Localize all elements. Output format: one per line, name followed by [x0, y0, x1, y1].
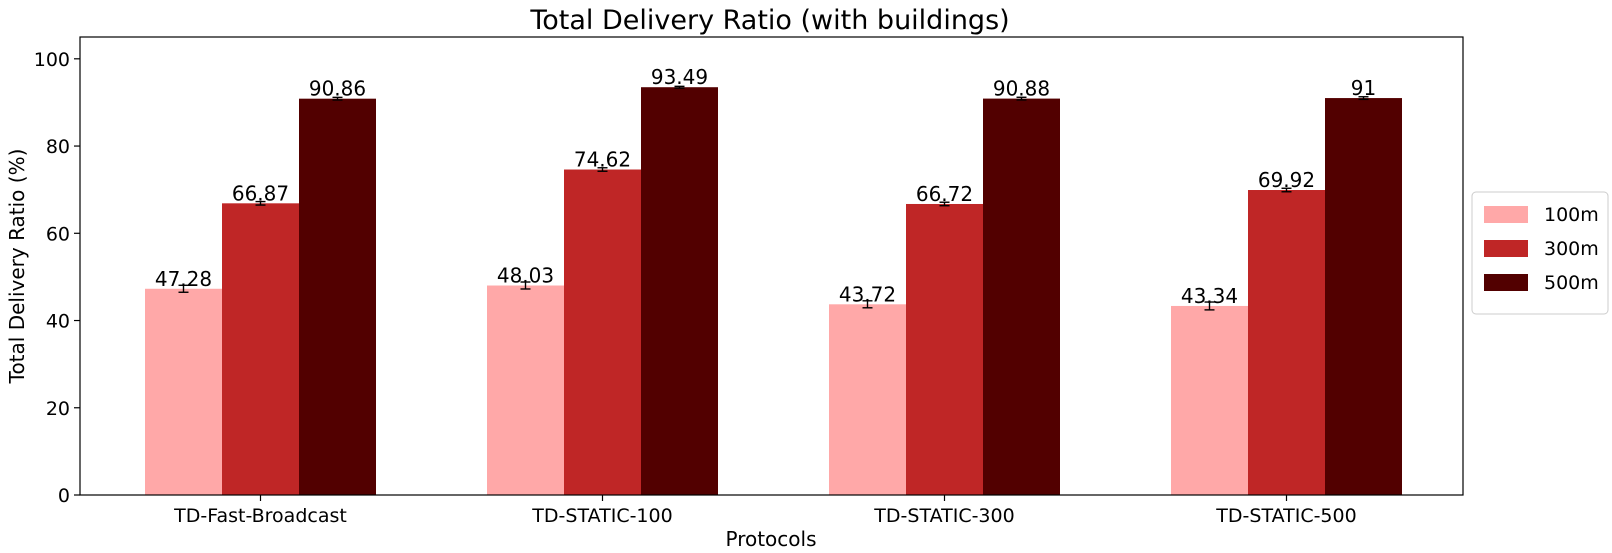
x-tick-label-1: TD-STATIC-100 — [531, 505, 672, 527]
bar-500m-0 — [299, 98, 376, 495]
error-bar-300m-1 — [597, 167, 608, 172]
value-label-500m-3: 91 — [1351, 76, 1376, 100]
y-axis: 0 20 40 60 80 100 — [34, 49, 80, 507]
error-bar-300m-3 — [1281, 187, 1292, 193]
error-bar-500m-0 — [332, 96, 343, 101]
bar-500m-2 — [983, 98, 1060, 496]
legend: 100m 300m 500m — [1471, 191, 1609, 315]
y-tick-label-100: 100 — [34, 49, 70, 71]
bar-500m-3 — [1325, 98, 1402, 496]
x-axis-title: Protocols — [725, 527, 816, 551]
value-label-100m-2: 43.72 — [839, 282, 896, 306]
bar-100m-0 — [145, 288, 222, 495]
error-bar-300m-0 — [255, 200, 266, 206]
bar-500m-1 — [641, 87, 718, 496]
value-label-100m-3: 43.34 — [1181, 284, 1238, 308]
bar-300m-0 — [222, 203, 299, 495]
value-label-300m-3: 69.92 — [1258, 168, 1315, 192]
error-bar-500m-1 — [674, 85, 685, 89]
bar-300m-1 — [564, 169, 641, 496]
value-label-100m-0: 47.28 — [155, 267, 212, 291]
value-label-300m-1: 74.62 — [574, 148, 631, 172]
y-tick-label-40: 40 — [46, 311, 70, 333]
value-label-300m-0: 66.87 — [232, 181, 289, 205]
value-label-500m-1: 93.49 — [651, 65, 708, 89]
value-label-300m-2: 66.72 — [916, 182, 973, 206]
value-label-500m-0: 90.86 — [309, 77, 366, 101]
error-bar-300m-2 — [939, 201, 950, 207]
value-label-100m-1: 48.03 — [497, 263, 554, 287]
value-labels-layer: 47.28 66.87 90.86 48.03 74.62 93.49 43.72 66.72… — [155, 65, 1376, 308]
legend-label-500m: 500m — [1544, 272, 1599, 294]
error-bar-500m-2 — [1016, 96, 1027, 101]
error-bar-100m-1 — [520, 281, 531, 290]
legend-label-300m: 300m — [1544, 238, 1599, 260]
bar-100m-1 — [487, 285, 564, 495]
y-tick-label-0: 0 — [58, 485, 70, 507]
bar-300m-3 — [1248, 190, 1325, 495]
legend-swatch-500m — [1484, 274, 1528, 291]
error-bar-500m-3 — [1358, 96, 1369, 101]
bar-100m-2 — [829, 304, 906, 495]
value-label-500m-2: 90.88 — [993, 77, 1050, 101]
bars-layer — [145, 87, 1402, 496]
error-bar-100m-2 — [862, 300, 873, 309]
error-bar-100m-3 — [1204, 301, 1215, 311]
error-bars-layer — [178, 85, 1369, 311]
x-tick-label-3: TD-STATIC-500 — [1215, 505, 1356, 527]
bar-100m-3 — [1171, 305, 1248, 495]
y-tick-label-60: 60 — [46, 223, 70, 245]
bar-300m-2 — [906, 203, 983, 496]
legend-swatch-300m — [1484, 240, 1528, 257]
error-bar-100m-0 — [178, 284, 189, 293]
x-axis: TD-Fast-Broadcast TD-STATIC-100 TD-STATIC-… — [173, 495, 1357, 527]
x-tick-label-0: TD-Fast-Broadcast — [173, 505, 347, 527]
plot-frame — [79, 36, 1464, 496]
x-tick-label-2: TD-STATIC-300 — [873, 505, 1014, 527]
chart-title: Total Delivery Ratio (with buildings) — [529, 5, 1009, 36]
y-tick-label-80: 80 — [46, 136, 70, 158]
legend-label-100m: 100m — [1544, 204, 1599, 226]
y-tick-label-20: 20 — [46, 398, 70, 420]
y-axis-title: Total Delivery Ratio (%) — [5, 149, 29, 385]
legend-swatch-100m — [1484, 206, 1528, 223]
